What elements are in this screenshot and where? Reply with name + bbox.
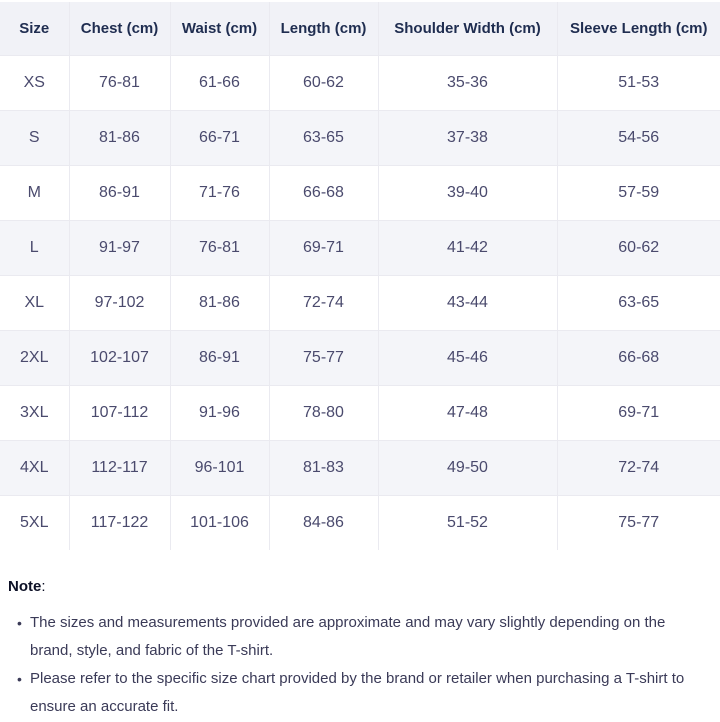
column-header-waist: Waist (cm) xyxy=(169,2,270,56)
size-table-body: XS 76-81 61-66 60-62 35-36 51-53 S 81-86 66-71 63… xyxy=(0,54,720,550)
measurement-cell: 69-71 xyxy=(556,384,720,441)
table-row: S 81-86 66-71 63-65 37-38 54-56 xyxy=(0,109,720,166)
size-chart-table: Size Chest (cm) Waist (cm) Length (cm) S… xyxy=(0,2,720,550)
measurement-cell: 61-66 xyxy=(169,54,270,111)
note-item: The sizes and measurements provided are … xyxy=(17,609,708,665)
size-cell: 4XL xyxy=(0,439,70,496)
measurement-cell: 66-71 xyxy=(169,109,270,166)
table-row: L 91-97 76-81 69-71 41-42 60-62 xyxy=(0,219,720,276)
column-header-shoulder-width: Shoulder Width (cm) xyxy=(377,2,558,56)
measurement-cell: 66-68 xyxy=(556,329,720,386)
measurement-cell: 60-62 xyxy=(268,54,379,111)
note-list: The sizes and measurements provided are … xyxy=(8,609,720,721)
measurement-cell: 112-117 xyxy=(68,439,171,496)
table-row: 5XL 117-122 101-106 84-86 51-52 75-77 xyxy=(0,494,720,550)
note-item: Please refer to the specific size chart … xyxy=(17,665,708,721)
table-row: 2XL 102-107 86-91 75-77 45-46 66-68 xyxy=(0,329,720,386)
table-row: 3XL 107-112 91-96 78-80 47-48 69-71 xyxy=(0,384,720,441)
measurement-cell: 57-59 xyxy=(556,164,720,221)
measurement-cell: 47-48 xyxy=(377,384,558,441)
measurement-cell: 35-36 xyxy=(377,54,558,111)
measurement-cell: 72-74 xyxy=(556,439,720,496)
size-cell: XS xyxy=(0,54,70,111)
measurement-cell: 66-68 xyxy=(268,164,379,221)
measurement-cell: 37-38 xyxy=(377,109,558,166)
measurement-cell: 71-76 xyxy=(169,164,270,221)
measurement-cell: 76-81 xyxy=(169,219,270,276)
column-header-size: Size xyxy=(0,2,70,56)
size-cell: S xyxy=(0,109,70,166)
measurement-cell: 81-83 xyxy=(268,439,379,496)
size-cell: M xyxy=(0,164,70,221)
size-cell: 5XL xyxy=(0,494,70,550)
measurement-cell: 43-44 xyxy=(377,274,558,331)
measurement-cell: 117-122 xyxy=(68,494,171,550)
measurement-cell: 51-53 xyxy=(556,54,720,111)
measurement-cell: 51-52 xyxy=(377,494,558,550)
table-header-row: Size Chest (cm) Waist (cm) Length (cm) S… xyxy=(0,2,720,56)
size-cell: XL xyxy=(0,274,70,331)
measurement-cell: 69-71 xyxy=(268,219,379,276)
size-cell: 3XL xyxy=(0,384,70,441)
measurement-cell: 45-46 xyxy=(377,329,558,386)
measurement-cell: 54-56 xyxy=(556,109,720,166)
measurement-cell: 97-102 xyxy=(68,274,171,331)
table-row: XS 76-81 61-66 60-62 35-36 51-53 xyxy=(0,54,720,111)
measurement-cell: 81-86 xyxy=(68,109,171,166)
measurement-cell: 63-65 xyxy=(268,109,379,166)
measurement-cell: 72-74 xyxy=(268,274,379,331)
size-cell: 2XL xyxy=(0,329,70,386)
measurement-cell: 101-106 xyxy=(169,494,270,550)
column-header-chest: Chest (cm) xyxy=(68,2,171,56)
note-heading-label: Note xyxy=(8,578,42,595)
table-row: XL 97-102 81-86 72-74 43-44 63-65 xyxy=(0,274,720,331)
measurement-cell: 76-81 xyxy=(68,54,171,111)
column-header-length: Length (cm) xyxy=(268,2,379,56)
measurement-cell: 39-40 xyxy=(377,164,558,221)
measurement-cell: 60-62 xyxy=(556,219,720,276)
measurement-cell: 102-107 xyxy=(68,329,171,386)
measurement-cell: 81-86 xyxy=(169,274,270,331)
measurement-cell: 78-80 xyxy=(268,384,379,441)
note-heading: Note: xyxy=(8,577,720,596)
size-cell: L xyxy=(0,219,70,276)
table-row: 4XL 112-117 96-101 81-83 49-50 72-74 xyxy=(0,439,720,496)
measurement-cell: 41-42 xyxy=(377,219,558,276)
measurement-cell: 91-97 xyxy=(68,219,171,276)
table-row: M 86-91 71-76 66-68 39-40 57-59 xyxy=(0,164,720,221)
measurement-cell: 86-91 xyxy=(68,164,171,221)
note-heading-colon: : xyxy=(41,578,46,595)
measurement-cell: 84-86 xyxy=(268,494,379,550)
measurement-cell: 75-77 xyxy=(268,329,379,386)
column-header-sleeve-length: Sleeve Length (cm) xyxy=(556,2,720,56)
measurement-cell: 86-91 xyxy=(169,329,270,386)
measurement-cell: 49-50 xyxy=(377,439,558,496)
measurement-cell: 75-77 xyxy=(556,494,720,550)
measurement-cell: 91-96 xyxy=(169,384,270,441)
measurement-cell: 107-112 xyxy=(68,384,171,441)
measurement-cell: 96-101 xyxy=(169,439,270,496)
measurement-cell: 63-65 xyxy=(556,274,720,331)
note-section: Note: The sizes and measurements provide… xyxy=(0,577,720,721)
